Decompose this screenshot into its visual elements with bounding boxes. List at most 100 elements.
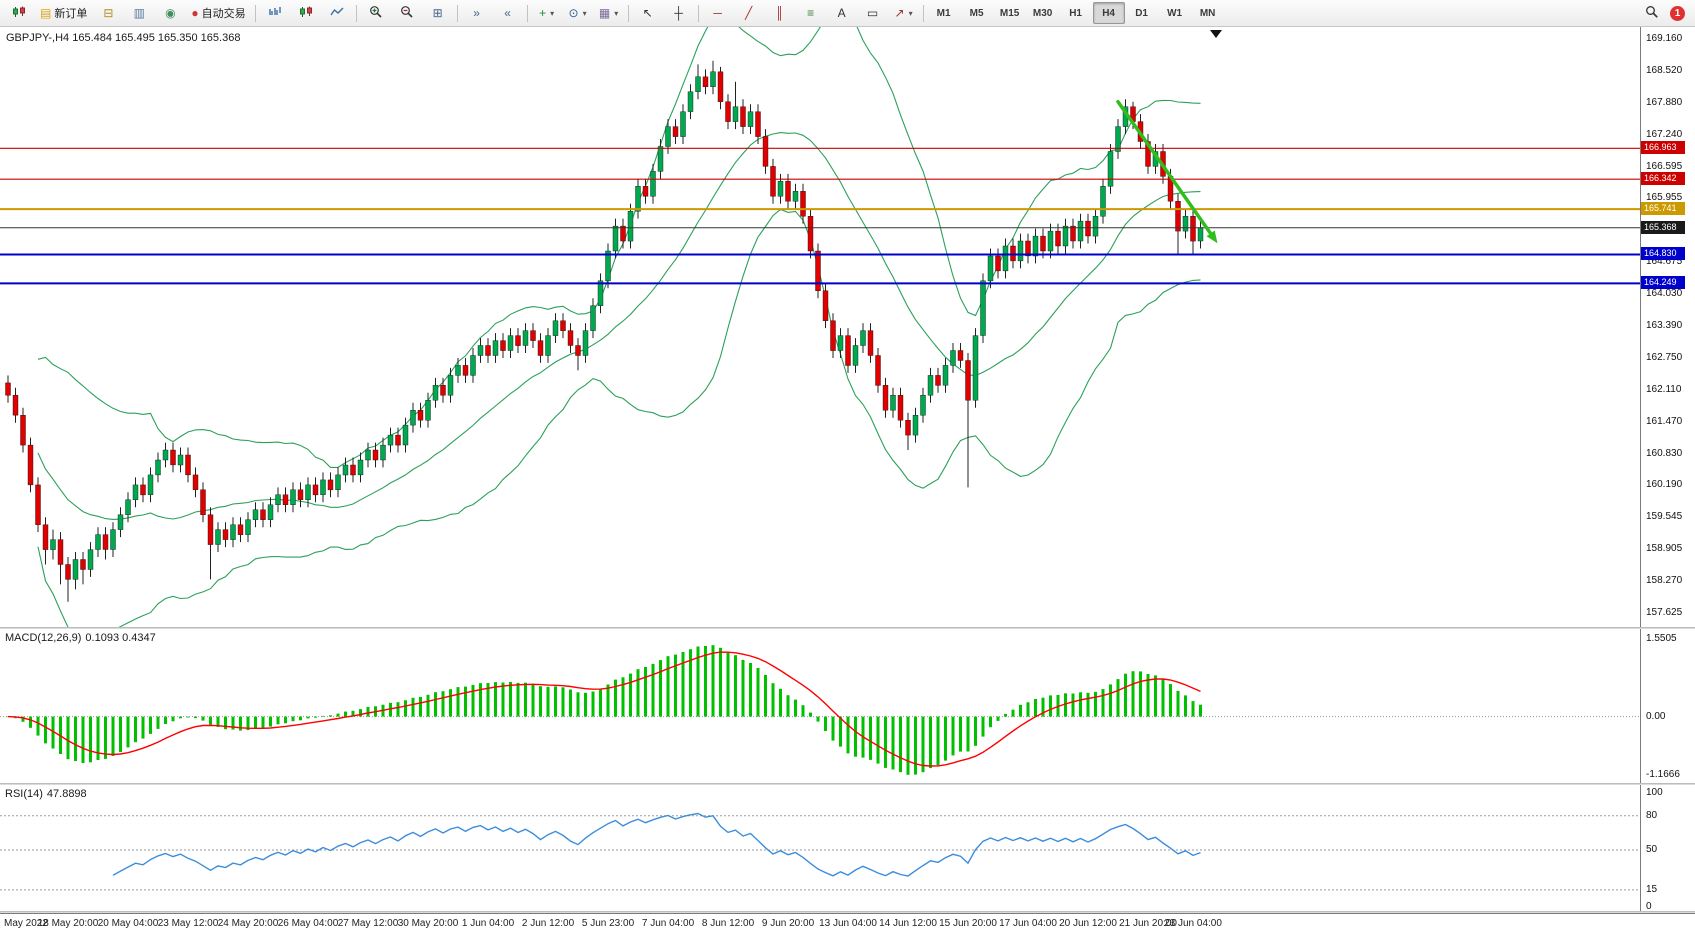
price-tick: 163.390 bbox=[1646, 320, 1683, 332]
trend-arrow[interactable] bbox=[1116, 99, 1214, 237]
rsi-label: RSI(14) 47.8898 bbox=[5, 788, 87, 800]
auto-scroll-button[interactable]: » bbox=[462, 2, 492, 24]
price-tick: 159.545 bbox=[1646, 511, 1683, 523]
text-button[interactable]: A bbox=[827, 2, 857, 24]
tile-windows-button[interactable]: ⊞ bbox=[423, 2, 453, 24]
timeframe-m30-label: M30 bbox=[1032, 7, 1053, 19]
timeframe-m15-label: M15 bbox=[999, 7, 1020, 19]
navigator-button[interactable]: ▥ bbox=[124, 2, 154, 24]
equidistant-channel-button[interactable]: ║ bbox=[765, 2, 795, 24]
search-icon bbox=[1645, 5, 1659, 21]
price-tick: 169.160 bbox=[1646, 33, 1683, 44]
macd-label: MACD(12,26,9) 0.1093 0.4347 bbox=[5, 632, 156, 644]
timeframe-d1-button[interactable]: D1 bbox=[1126, 2, 1158, 24]
timeframe-m30-button[interactable]: M30 bbox=[1027, 2, 1059, 24]
auto-trading-button[interactable]: ● 自动交易 bbox=[186, 2, 250, 24]
price-tick: 0 bbox=[1646, 901, 1652, 912]
symbol-ohlc-label: GBPJPY-,H4 165.484 165.495 165.350 165.3… bbox=[6, 32, 241, 44]
time-tick: 23 May 12:00 bbox=[157, 918, 219, 929]
timeframe-w1-button[interactable]: W1 bbox=[1159, 2, 1191, 24]
price-tick: 50 bbox=[1646, 844, 1658, 855]
fibonacci-button[interactable]: ≡ bbox=[796, 2, 826, 24]
trend-arrow-head bbox=[1206, 230, 1218, 244]
timeframe-h1-button[interactable]: H1 bbox=[1060, 2, 1092, 24]
new-order-button[interactable]: ▤ 新订单 bbox=[35, 2, 92, 24]
horizontal-line-button[interactable]: ─ bbox=[703, 2, 733, 24]
dropdown-caret-icon: ▾ bbox=[550, 8, 555, 18]
candlestick-chart[interactable] bbox=[0, 27, 1640, 627]
price-tick: 168.520 bbox=[1646, 64, 1683, 76]
shapes-button[interactable]: ↗ ▾ bbox=[889, 2, 919, 24]
line-chart-button[interactable] bbox=[322, 2, 352, 24]
chart-window-button[interactable] bbox=[4, 2, 34, 24]
trendline-button[interactable]: ╱ bbox=[734, 2, 764, 24]
search-button[interactable] bbox=[1637, 2, 1667, 24]
macd-chart[interactable] bbox=[0, 629, 1640, 783]
panel-divider[interactable] bbox=[0, 911, 1695, 913]
bar-chart-button[interactable] bbox=[260, 2, 290, 24]
panel-divider[interactable] bbox=[0, 627, 1695, 629]
panel-divider[interactable] bbox=[0, 783, 1695, 785]
timeframe-h4-button[interactable]: H4 bbox=[1092, 2, 1125, 24]
zoom-in-button[interactable] bbox=[361, 2, 391, 24]
timeframe-h4-label: H4 bbox=[1102, 7, 1115, 19]
price-tick: 158.905 bbox=[1646, 543, 1683, 555]
time-axis[interactable]: May 2022 18 May 20:00 20 May 04:00 23 May 1… bbox=[0, 913, 1695, 936]
price-tick: -1.1666 bbox=[1646, 769, 1680, 780]
templates-button[interactable]: ▦ ▾ bbox=[594, 2, 624, 24]
rsi-axis[interactable]: 100 80 50 15 0 bbox=[1640, 785, 1695, 912]
price-line-label: 166.963 bbox=[1641, 141, 1685, 155]
candlestick-chart-button[interactable] bbox=[291, 2, 321, 24]
price-line-label: 166.342 bbox=[1641, 172, 1685, 186]
time-tick: May 2022 bbox=[4, 918, 48, 929]
time-tick: 8 Jun 12:00 bbox=[701, 918, 755, 929]
time-tick: 26 May 04:00 bbox=[277, 918, 339, 929]
cursor-button[interactable]: ↖ bbox=[633, 2, 663, 24]
periods-button[interactable]: ⊙ ▾ bbox=[563, 2, 593, 24]
market-watch-icon: ⊟ bbox=[103, 6, 114, 20]
crosshair-icon: ┼ bbox=[674, 6, 683, 20]
line-chart-icon bbox=[330, 6, 344, 21]
dropdown-caret-icon: ▾ bbox=[614, 8, 619, 18]
dropdown-caret-icon: ▾ bbox=[582, 8, 587, 18]
price-axis[interactable]: 169.160 168.520 167.880 167.240 166.595 165.9… bbox=[1640, 27, 1695, 627]
bollinger-band bbox=[37, 132, 1201, 520]
time-tick: 20 May 04:00 bbox=[97, 918, 159, 929]
terminal-button[interactable]: ◉ bbox=[155, 2, 185, 24]
price-tick: 165.955 bbox=[1646, 192, 1683, 204]
rsi-panel: 100 80 50 15 0 RSI(14) 47.8898 bbox=[0, 785, 1695, 912]
rsi-line bbox=[112, 812, 1201, 877]
rsi-chart[interactable] bbox=[0, 785, 1640, 911]
time-tick: 2 Jun 12:00 bbox=[521, 918, 575, 929]
chart-window-icon bbox=[12, 6, 26, 21]
price-tick: 80 bbox=[1646, 809, 1658, 821]
toolbar-separator bbox=[355, 4, 357, 22]
price-tick: 160.190 bbox=[1646, 479, 1683, 491]
timeframe-h1-label: H1 bbox=[1069, 7, 1082, 19]
timeframe-m1-button[interactable]: M1 bbox=[928, 2, 960, 24]
indicators-button[interactable]: + ▾ bbox=[532, 2, 562, 24]
navigator-icon: ▥ bbox=[133, 6, 146, 20]
timeframe-mn-label: MN bbox=[1199, 7, 1216, 19]
tile-windows-icon: ⊞ bbox=[432, 6, 443, 20]
chart-shift-button[interactable]: « bbox=[493, 2, 523, 24]
market-watch-button[interactable]: ⊟ bbox=[93, 2, 123, 24]
bollinger-band bbox=[37, 208, 1201, 627]
time-tick: 23 Jun 04:00 bbox=[1164, 918, 1222, 929]
chart-shift-marker-icon[interactable] bbox=[1210, 30, 1222, 38]
timeframe-mn-button[interactable]: MN bbox=[1192, 2, 1224, 24]
macd-axis[interactable]: 1.5505 0.00 -1.1666 bbox=[1640, 629, 1695, 783]
text-label-button[interactable]: ▭ bbox=[858, 2, 888, 24]
price-tick: 167.240 bbox=[1646, 128, 1683, 140]
macd-panel: 1.5505 0.00 -1.1666 MACD(12,26,9) 0.1093 0.… bbox=[0, 629, 1695, 783]
main-chart-panel: 169.160 168.520 167.880 167.240 166.595 165.9… bbox=[0, 27, 1695, 627]
timeframe-m15-button[interactable]: M15 bbox=[994, 2, 1026, 24]
timeframe-m5-button[interactable]: M5 bbox=[961, 2, 993, 24]
crosshair-button[interactable]: ┼ bbox=[664, 2, 694, 24]
time-tick: 1 Jun 04:00 bbox=[461, 918, 515, 929]
price-tick: 0.00 bbox=[1646, 710, 1666, 722]
price-line-label: 165.368 bbox=[1641, 220, 1685, 234]
shapes-icon: ↗ bbox=[894, 6, 905, 20]
zoom-out-button[interactable] bbox=[392, 2, 422, 24]
notification-badge[interactable]: 1 bbox=[1670, 5, 1685, 21]
